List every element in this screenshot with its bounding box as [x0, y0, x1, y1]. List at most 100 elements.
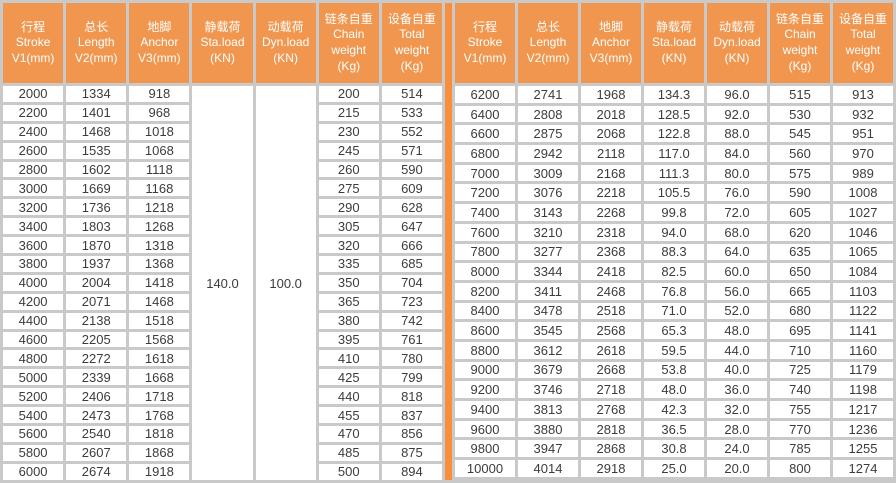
cell-chain-weight: 320 — [318, 237, 379, 254]
table-row: 3400 1803 1268 305 647 — [3, 218, 442, 235]
cell-total-weight: 951 — [833, 125, 893, 143]
cell-sta-load: 134.3 — [644, 86, 704, 103]
cell-stroke: 7600 — [455, 223, 515, 241]
column-header-dyn-load: 动载荷 Dyn.load (KN) — [255, 3, 316, 83]
cell-anchor: 1818 — [129, 426, 190, 442]
cell-chain-weight: 335 — [318, 256, 379, 272]
cell-sta-load: 30.8 — [644, 440, 704, 458]
cell-length: 1736 — [66, 199, 127, 216]
cell-stroke: 10000 — [455, 460, 515, 477]
cell-stroke: 5200 — [3, 388, 64, 405]
column-header-line: V3(mm) — [589, 50, 633, 65]
cell-total-weight: 1141 — [833, 322, 893, 339]
cell-dyn-load: 20.0 — [707, 460, 767, 477]
cell-length: 3277 — [518, 243, 578, 261]
table-row: 8200 3411 2468 76.8 56.0 665 1103 — [455, 282, 893, 300]
cell-stroke: 2400 — [3, 123, 64, 140]
cell-length: 2272 — [66, 350, 127, 367]
cell-anchor: 918 — [129, 86, 190, 102]
table-row: 2800 1602 1118 260 590 — [3, 161, 442, 178]
cell-anchor: 2118 — [581, 145, 641, 162]
column-header-anchor: 地脚 Anchor V3(mm) — [129, 3, 190, 83]
column-header-line: Stroke — [467, 35, 503, 50]
cell-length: 3746 — [518, 381, 578, 398]
cell-anchor: 1218 — [129, 199, 190, 216]
table-row: 9400 3813 2768 42.3 32.0 755 1217 — [455, 401, 893, 418]
cell-stroke: 4800 — [3, 350, 64, 367]
cell-chain-weight: 200 — [318, 86, 379, 102]
column-header-line: V2(mm) — [526, 50, 570, 65]
column-header-line: Stroke — [15, 35, 51, 50]
cell-length: 2406 — [66, 388, 127, 405]
column-header-line: V1(mm) — [463, 50, 507, 65]
cell-dyn-load: 28.0 — [707, 420, 767, 438]
cell-stroke: 7400 — [455, 204, 515, 221]
table-row: 4000 2004 1418 350 704 — [3, 274, 442, 291]
column-header-line: weight — [782, 43, 818, 57]
cell-chain-weight: 380 — [318, 312, 379, 329]
cell-anchor: 2018 — [581, 105, 641, 123]
cell-stroke: 2000 — [3, 86, 64, 102]
cell-anchor: 2268 — [581, 204, 641, 221]
cell-sta-load: 48.0 — [644, 381, 704, 398]
table-row: 6400 2808 2018 128.5 92.0 530 932 — [455, 105, 893, 123]
cell-dyn-load: 80.0 — [707, 164, 767, 182]
cell-total-weight: 856 — [381, 426, 442, 442]
cell-total-weight: 970 — [833, 145, 893, 162]
cell-length: 3478 — [518, 302, 578, 320]
cell-length: 3344 — [518, 263, 578, 280]
cell-anchor: 2568 — [581, 322, 641, 339]
cell-anchor: 2918 — [581, 460, 641, 477]
column-header-line: (KN) — [724, 50, 750, 65]
cell-total-weight: 514 — [381, 86, 442, 102]
cell-stroke: 4200 — [3, 293, 64, 310]
column-header-line: 静载荷 — [204, 19, 241, 34]
cell-dyn-load: 40.0 — [707, 361, 767, 379]
column-header-line: Sta.load — [651, 35, 697, 50]
cell-sta-load: 82.5 — [644, 263, 704, 280]
column-header-line: Length — [529, 35, 567, 50]
table-row: 7800 3277 2368 88.3 64.0 635 1065 — [455, 243, 893, 261]
cell-length: 2741 — [518, 86, 578, 103]
table-row: 5600 2540 1818 470 856 — [3, 426, 442, 442]
cell-stroke: 8400 — [455, 302, 515, 320]
cell-length: 1468 — [66, 123, 127, 140]
cell-length: 2205 — [66, 331, 127, 348]
cell-chain-weight: 245 — [318, 142, 379, 159]
cell-chain-weight: 740 — [770, 381, 830, 398]
column-header-line: 动载荷 — [718, 19, 755, 34]
cell-stroke: 7800 — [455, 243, 515, 261]
cell-chain-weight: 410 — [318, 350, 379, 367]
cell-chain-weight: 755 — [770, 401, 830, 418]
cell-stroke: 3000 — [3, 180, 64, 197]
cell-length: 1334 — [66, 86, 127, 102]
cell-anchor: 1768 — [129, 407, 190, 424]
cell-anchor: 2768 — [581, 401, 641, 418]
cell-total-weight: 780 — [381, 350, 442, 367]
cell-sta-load: 88.3 — [644, 243, 704, 261]
cell-chain-weight: 515 — [770, 86, 830, 103]
column-header-line: Length — [77, 35, 115, 50]
column-header-line: weight — [394, 43, 430, 57]
cell-dyn-load: 96.0 — [707, 86, 767, 103]
column-header-sta-load: 静载荷 Sta.load (KN) — [192, 3, 253, 83]
cell-length: 2540 — [66, 426, 127, 442]
column-header-line: Total — [850, 27, 876, 42]
column-header-line: 总长 — [535, 19, 560, 34]
cell-sta-load: 122.8 — [644, 125, 704, 143]
cell-chain-weight: 785 — [770, 440, 830, 458]
cell-chain-weight: 620 — [770, 223, 830, 241]
column-header-line: 静载荷 — [655, 19, 692, 34]
cell-dyn-load: 48.0 — [707, 322, 767, 339]
cell-anchor: 1168 — [129, 180, 190, 197]
column-header-line: 地脚 — [598, 19, 623, 34]
cell-anchor: 2418 — [581, 263, 641, 280]
table-row: 3600 1870 1318 320 666 — [3, 237, 442, 254]
table-row: 6200 2741 1968 134.3 96.0 515 913 — [455, 86, 893, 103]
cell-total-weight: 1084 — [833, 263, 893, 280]
cell-dyn-load: 84.0 — [707, 145, 767, 162]
cell-stroke: 2200 — [3, 104, 64, 121]
cell-dyn-load: 44.0 — [707, 341, 767, 359]
table-row: 5800 2607 1868 485 875 — [3, 444, 442, 461]
